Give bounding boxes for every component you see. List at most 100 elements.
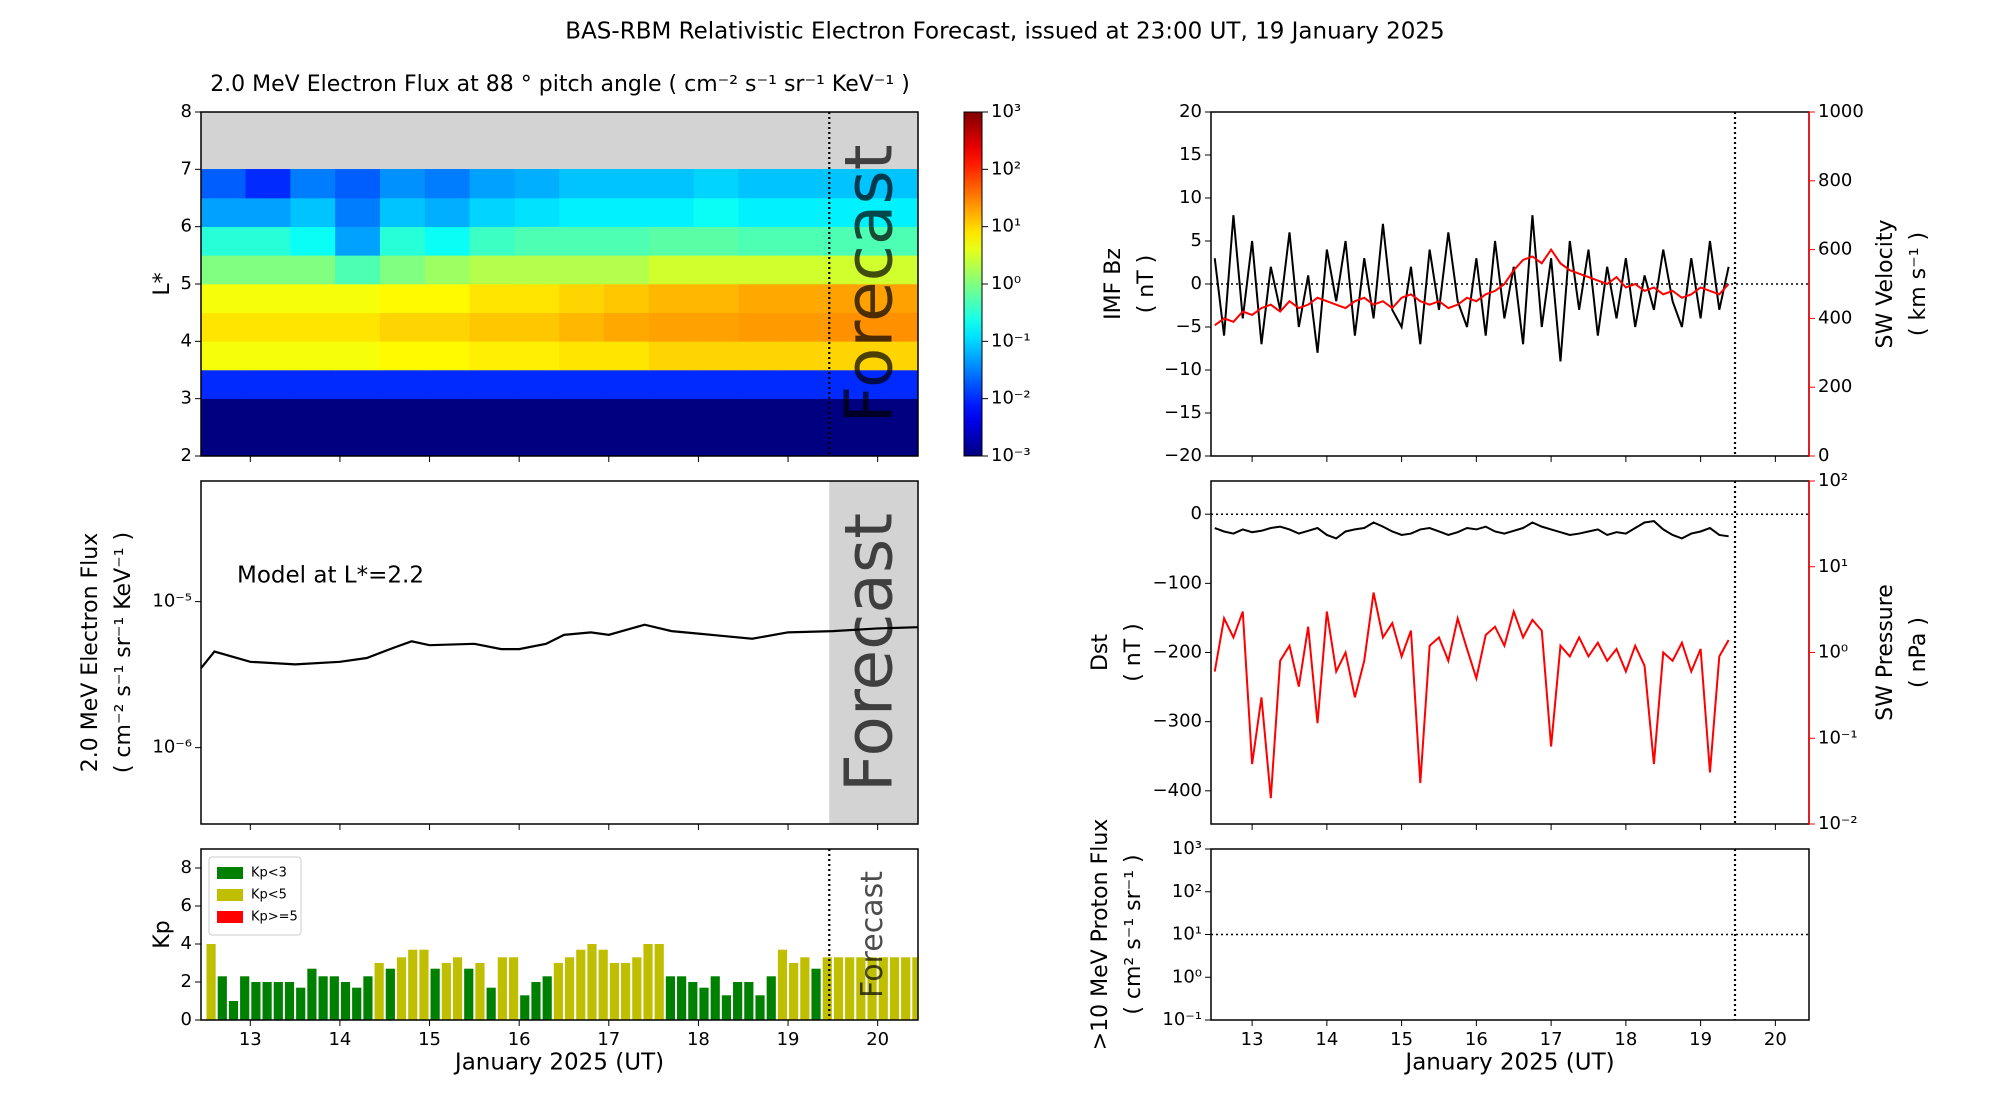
heatmap-cell: [245, 283, 291, 313]
y2-axis-label: SW Velocity: [1873, 219, 1898, 348]
series-line: [1213, 215, 1730, 362]
colorbar: [963, 111, 983, 457]
heatmap-cell: [872, 197, 918, 227]
kp-bar: [206, 944, 216, 1020]
heatmap-cell: [379, 169, 426, 199]
y2-axis-label: SW Pressure: [1873, 584, 1898, 721]
heatmap-cell: [379, 427, 426, 456]
heatmap-cell: [514, 197, 560, 227]
heatmap-cell: [424, 283, 471, 313]
heatmap-cell: [648, 369, 695, 399]
colorbar-tick-label: 10³: [991, 101, 1021, 122]
y-axis-label: 2.0 MeV Electron Flux: [78, 533, 103, 773]
heatmap-cell: [290, 369, 336, 399]
y2-tick-label: 200: [1818, 376, 1852, 397]
legend-swatch: [217, 889, 243, 901]
heatmap-cell: [648, 398, 695, 428]
kp-bar: [901, 957, 911, 1020]
heatmap-cell: [469, 169, 515, 199]
y-tick-label: 15: [1179, 144, 1202, 165]
kp-bar: [598, 949, 608, 1020]
kp-bar: [408, 949, 418, 1020]
heatmap-cell: [245, 255, 291, 285]
heatmap-cell: [245, 169, 291, 199]
y-tick-label: 0: [181, 1009, 192, 1030]
heatmap-cell: [559, 283, 605, 313]
heatmap-cell: [469, 283, 515, 313]
heatmap-cell: [828, 169, 874, 199]
colorbar-tick-label: 10²: [991, 158, 1021, 179]
heatmap-cell: [693, 398, 740, 428]
kp-bar: [363, 976, 373, 1020]
plot-area: [201, 112, 918, 456]
heatmap-cell: [379, 197, 426, 227]
y-tick-label: −20: [1164, 445, 1202, 466]
heatmap-cell: [290, 197, 336, 227]
y2-tick-label: 400: [1818, 307, 1852, 328]
y-axis-label: ( cm² s⁻¹ sr⁻¹ ): [1121, 854, 1146, 1014]
heatmap-cell: [738, 226, 784, 256]
heatmap-cell: [738, 398, 784, 428]
y-tick-label: −10: [1164, 359, 1202, 380]
heatmap-cell: [828, 255, 874, 285]
series-line: [1214, 520, 1729, 540]
x-tick-label: 14: [328, 1029, 351, 1050]
y-axis-label: L*: [150, 272, 175, 295]
kp-bar: [419, 949, 429, 1020]
x-tick-label: 13: [1241, 1029, 1264, 1050]
heatmap-cell: [783, 341, 829, 371]
legend-label: Kp<3: [251, 866, 287, 881]
heatmap-cell: [738, 341, 784, 371]
heatmap-cell: [335, 226, 381, 256]
y-axis-label: ( nT ): [1121, 623, 1146, 682]
colorbar-tick-label: 10⁻³: [991, 445, 1031, 466]
heatmap-cell: [514, 226, 560, 256]
kp-bar: [710, 976, 720, 1020]
heatmap-cell: [648, 283, 695, 313]
heatmap-cell: [693, 312, 740, 342]
heatmap-cell: [514, 398, 560, 428]
heatmap-cell: [469, 398, 515, 428]
heatmap-cell: [872, 283, 918, 313]
kp-bar: [340, 982, 351, 1020]
heatmap-cell: [514, 341, 560, 371]
y2-tick-label: 10⁰: [1818, 642, 1848, 663]
x-tick-label: 13: [239, 1029, 262, 1050]
heatmap-cell: [201, 169, 247, 199]
kp-bar: [217, 976, 227, 1020]
series-line: [1214, 247, 1730, 327]
heatmap-cell: [872, 226, 918, 256]
heatmap-cell: [738, 169, 784, 199]
kp-bar: [441, 963, 451, 1020]
heatmap-cell: [828, 427, 874, 456]
heatmap-cell: [648, 197, 695, 227]
x-tick-label: 16: [1465, 1029, 1488, 1050]
heatmap-cell: [290, 226, 336, 256]
y-axis-label: IMF Bz: [1101, 248, 1126, 320]
kp-bar: [430, 968, 440, 1020]
y-tick-label: −100: [1153, 572, 1202, 593]
heatmap-cell: [201, 255, 247, 285]
heatmap-cell: [872, 312, 918, 342]
kp-bar: [665, 976, 676, 1020]
heatmap-cell: [201, 341, 247, 371]
axes-frame: [1210, 848, 1810, 1021]
kp-bar: [867, 957, 877, 1020]
heatmap-cell: [335, 398, 381, 428]
heatmap-cell: [738, 369, 784, 399]
heatmap-cell: [379, 369, 426, 399]
y-axis-label: >10 MeV Proton Flux: [1088, 819, 1113, 1051]
heatmap-cell: [245, 226, 291, 256]
heatmap-cell: [245, 427, 291, 456]
heatmap-cell: [290, 169, 336, 199]
heatmap-cell: [290, 312, 336, 342]
forecast-label: Forecast: [855, 871, 890, 998]
heatmap-cell: [693, 226, 740, 256]
plot-area: [201, 481, 918, 824]
heatmap-cell: [201, 369, 247, 399]
heatmap-cell: [828, 312, 874, 342]
y2-tick-label: 10⁻¹: [1818, 727, 1858, 748]
y-axis-label: ( nT ): [1134, 255, 1159, 314]
plot-area: [1211, 513, 1809, 799]
kp-bar: [587, 944, 597, 1020]
